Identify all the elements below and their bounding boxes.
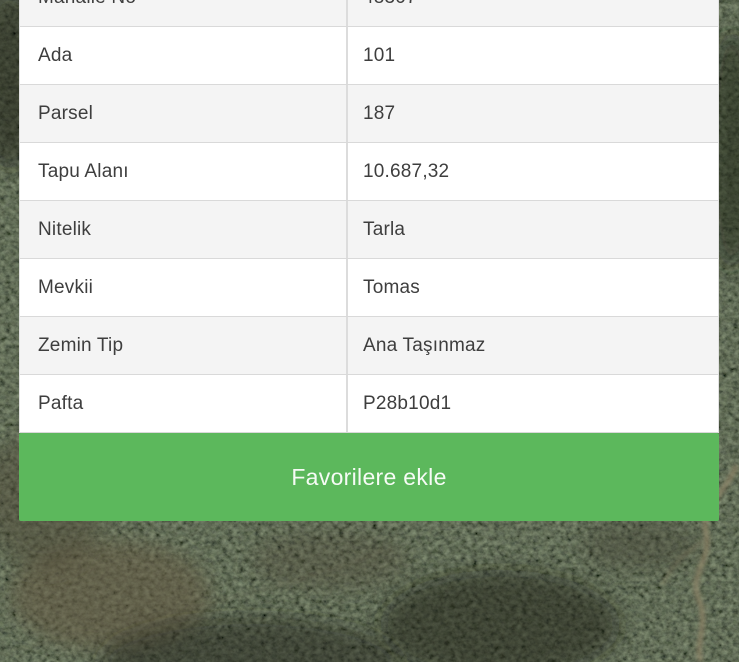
row-value: Tomas: [363, 276, 420, 298]
parcel-info-panel: Mahalle No 48307 Ada 101 Parsel 187 Tapu…: [19, 0, 719, 521]
table-row-zemin-tip: Zemin Tip Ana Taşınmaz: [20, 317, 718, 375]
row-value: P28b10d1: [363, 392, 452, 414]
row-label: Ada: [20, 27, 348, 84]
row-value: Ana Taşınmaz: [363, 334, 486, 356]
row-label: Parsel: [20, 85, 348, 142]
row-label: Nitelik: [20, 201, 348, 258]
table-row-tapu-alani: Tapu Alanı 10.687,32: [20, 143, 718, 201]
table-row-pafta: Pafta P28b10d1: [20, 375, 718, 433]
row-value: 48307: [348, 0, 718, 26]
add-to-favorites-button[interactable]: Favorilere ekle: [19, 433, 719, 521]
row-label: Zemin Tip: [20, 317, 348, 374]
table-row-mevkii: Mevkii Tomas: [20, 259, 718, 317]
table-row-parsel: Parsel 187: [20, 85, 718, 143]
table-row-mahalle-no: Mahalle No 48307: [20, 0, 718, 27]
parcel-info-table: Mahalle No 48307 Ada 101 Parsel 187 Tapu…: [19, 0, 719, 433]
row-value: 101: [363, 44, 396, 66]
row-value: 10.687,32: [363, 160, 450, 182]
row-label: Mevkii: [20, 259, 348, 316]
row-label: Mahalle No: [20, 0, 348, 26]
table-row-ada: Ada 101: [20, 27, 718, 85]
row-label: Tapu Alanı: [20, 143, 348, 200]
row-value: 187: [363, 102, 396, 124]
table-row-nitelik: Nitelik Tarla: [20, 201, 718, 259]
row-label: Pafta: [20, 375, 348, 432]
row-value: Tarla: [363, 218, 406, 240]
